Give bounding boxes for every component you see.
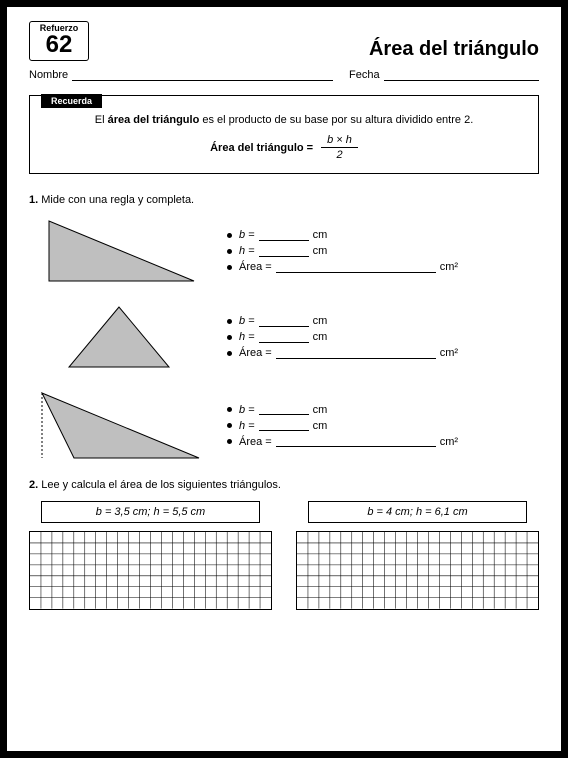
triangle-3 (29, 388, 209, 463)
date-blank[interactable] (384, 69, 539, 81)
fields-1: b =cm h =cm Área =cm² (227, 225, 539, 277)
exercise-1b: b =cm h =cm Área =cm² (29, 302, 539, 372)
header: Refuerzo 62 Área del triángulo (29, 21, 539, 61)
remember-box: Recuerda El área del triángulo es el pro… (29, 95, 539, 174)
formula: Área del triángulo = b × h 2 (44, 134, 524, 161)
tab-number: 62 (38, 33, 80, 57)
remember-tab: Recuerda (41, 94, 102, 108)
page-title: Área del triángulo (369, 38, 539, 61)
dims-left: b = 3,5 cm; h = 5,5 cm (41, 501, 260, 523)
exercise-1c: b =cm h =cm Área =cm² (29, 388, 539, 463)
exercise-2: b = 3,5 cm; h = 5,5 cm b = 4 cm; h = 6,1… (29, 501, 539, 610)
refuerzo-tab: Refuerzo 62 (29, 21, 89, 61)
ex2-left: b = 3,5 cm; h = 5,5 cm (29, 501, 272, 610)
exercise-1a: b =cm h =cm Área =cm² (29, 216, 539, 286)
dims-right: b = 4 cm; h = 6,1 cm (308, 501, 527, 523)
question-2: 2. Lee y calcula el área de los siguient… (29, 479, 539, 491)
name-date-row: Nombre Fecha (29, 69, 539, 81)
worksheet-page: Refuerzo 62 Área del triángulo Nombre Fe… (0, 0, 568, 758)
grid-left[interactable] (29, 531, 272, 610)
name-blank[interactable] (72, 69, 333, 81)
fields-3: b =cm h =cm Área =cm² (227, 400, 539, 452)
date-label: Fecha (349, 69, 380, 81)
triangle-2 (29, 302, 209, 372)
grid-right[interactable] (296, 531, 539, 610)
name-label: Nombre (29, 69, 68, 81)
ex2-right: b = 4 cm; h = 6,1 cm (296, 501, 539, 610)
triangle-1 (29, 216, 209, 286)
question-1: 1. Mide con una regla y completa. (29, 194, 539, 206)
fields-2: b =cm h =cm Área =cm² (227, 311, 539, 363)
remember-text: El área del triángulo es el producto de … (44, 114, 524, 126)
